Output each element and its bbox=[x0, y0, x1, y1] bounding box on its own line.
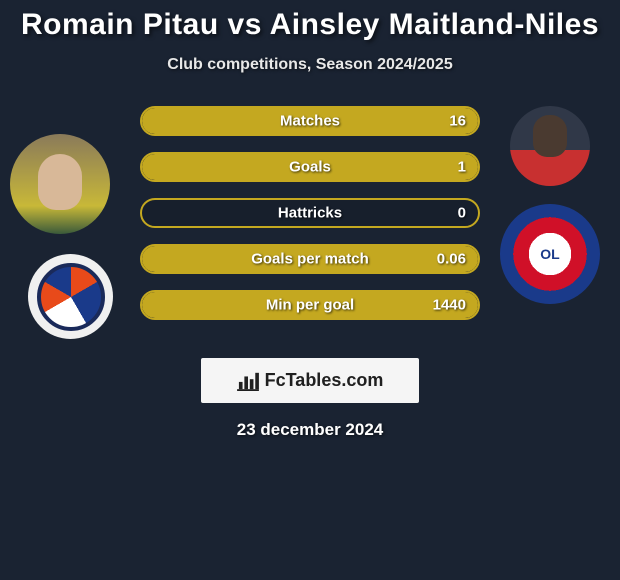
club-right-badge bbox=[500, 204, 600, 304]
brand-text: FcTables.com bbox=[265, 370, 384, 391]
stat-bar: Hattricks 0 bbox=[140, 198, 480, 228]
page-title: Romain Pitau vs Ainsley Maitland-Niles bbox=[0, 0, 620, 42]
player-right-avatar bbox=[510, 106, 590, 186]
stat-bar-label: Matches bbox=[280, 113, 340, 130]
stat-bar: Matches 16 bbox=[140, 106, 480, 136]
stat-bar-label: Min per goal bbox=[266, 297, 354, 314]
brand-box: FcTables.com bbox=[201, 358, 419, 403]
stat-bar-label: Goals bbox=[289, 159, 331, 176]
page-subtitle: Club competitions, Season 2024/2025 bbox=[0, 56, 620, 74]
stat-bar-value-right: 1440 bbox=[433, 297, 466, 314]
player-left-avatar bbox=[10, 134, 110, 234]
stat-bars: Matches 16 Goals 1 Hattricks 0 Goals per match… bbox=[140, 106, 480, 336]
stat-bar-value-right: 0.06 bbox=[437, 251, 466, 268]
stat-bar-value-right: 16 bbox=[449, 113, 466, 130]
stat-bar-label: Hattricks bbox=[278, 205, 342, 222]
stat-bar: Goals per match 0.06 bbox=[140, 244, 480, 274]
club-left-badge bbox=[28, 254, 113, 339]
stat-bar-value-right: 0 bbox=[458, 205, 466, 222]
stat-bar-value-right: 1 bbox=[458, 159, 466, 176]
stat-bar-label: Goals per match bbox=[251, 251, 369, 268]
bar-chart-icon bbox=[237, 371, 259, 391]
stat-bar: Goals 1 bbox=[140, 152, 480, 182]
club-left-badge-inner bbox=[37, 263, 105, 331]
footer-date: 23 december 2024 bbox=[237, 420, 384, 440]
stat-bar: Min per goal 1440 bbox=[140, 290, 480, 320]
